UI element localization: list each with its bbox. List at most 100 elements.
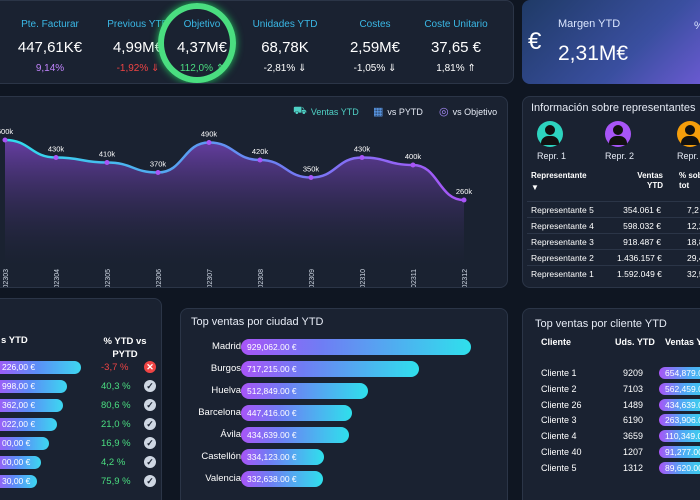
- data-point[interactable]: [257, 157, 263, 163]
- city-bar[interactable]: 334,123.00 €: [241, 449, 324, 465]
- table-row[interactable]: Representante 2 1.436.157 € 29,4: [527, 249, 700, 265]
- data-label: 420k: [252, 147, 269, 156]
- pct-value: 75,9 %: [101, 476, 131, 487]
- client-sales-bar: 434,639.00 €: [659, 398, 700, 411]
- pct-value: -3,7 %: [101, 362, 129, 373]
- data-label: 430k: [48, 145, 65, 154]
- avatar-icon[interactable]: [537, 121, 563, 147]
- col-header-sales[interactable]: s YTD: [1, 335, 28, 346]
- city-bar[interactable]: 929,062.00 €: [241, 339, 471, 355]
- col-header-pct[interactable]: % YTD vs PYTD: [103, 336, 147, 360]
- kpi-label: Objetivo: [183, 19, 221, 30]
- margin-value: 2,31M€: [558, 42, 629, 65]
- client-name[interactable]: Cliente 26: [541, 399, 582, 410]
- col-header-sales[interactable]: Ventas YTD: [637, 171, 663, 190]
- kpi-units-ytd[interactable]: Unidades YTD 68,78K -2,81% ⇓: [240, 1, 330, 74]
- data-label: 400k: [405, 152, 422, 161]
- data-point[interactable]: [461, 197, 467, 203]
- kpi-label: Previous YTD: [107, 19, 169, 30]
- check-icon: ✓: [144, 475, 156, 487]
- city-label: Barcelona: [198, 407, 241, 418]
- table-row[interactable]: Representante 5 354.061 € 7,2: [527, 201, 700, 217]
- client-name[interactable]: Cliente 5: [541, 462, 577, 473]
- city-bar[interactable]: 434,639.00 €: [241, 427, 349, 443]
- rep-name: Representante 2: [531, 253, 594, 263]
- table-row[interactable]: 00,00 € 16,9 % ✓: [0, 437, 161, 451]
- kpi-strip: Pte. Facturar 447,61K€ 9,14% Previous YT…: [0, 0, 514, 84]
- kpi-sub: 112,0% ⇑: [179, 63, 225, 74]
- table-row[interactable]: 362,00 € 80,6 % ✓: [0, 399, 161, 413]
- table-row[interactable]: 226,00 € -3,7 % ✕: [0, 361, 161, 375]
- city-label: Huelva: [211, 385, 241, 396]
- table-row[interactable]: 998,00 € 40,3 % ✓: [0, 380, 161, 394]
- rep-sales: 918.487 €: [623, 237, 661, 247]
- client-sales-panel: Top ventas por cliente YTD Cliente Uds. …: [522, 308, 700, 500]
- x-tick-label: 202307: [207, 269, 214, 288]
- city-bar[interactable]: 512,849.00 €: [241, 383, 368, 399]
- city-label: Madrid: [211, 341, 241, 352]
- avatar-label: Repr. 3: [677, 151, 700, 161]
- data-point[interactable]: [104, 160, 110, 165]
- col-header-units[interactable]: Uds. YTD: [615, 337, 655, 347]
- client-name[interactable]: Cliente 40: [541, 447, 582, 457]
- kpi-unit-cost[interactable]: Coste Unitario 37,65 € 1,81% ⇑: [411, 1, 501, 74]
- city-bar[interactable]: 717,215.00 €: [241, 361, 419, 377]
- data-point[interactable]: [359, 155, 365, 160]
- kpi-pending-billing[interactable]: Pte. Facturar 447,61K€ 9,14%: [5, 1, 95, 74]
- pct-value: 4,2 %: [101, 457, 126, 468]
- kpi-value: 68,78K: [261, 39, 309, 56]
- pct-value: 40,3 %: [101, 381, 131, 392]
- client-units: 1312: [623, 462, 644, 473]
- col-header-rep[interactable]: Representante: [531, 171, 587, 180]
- table-row[interactable]: 00,00 € 4,2 % ✓: [0, 456, 161, 470]
- client-name[interactable]: Cliente 3: [541, 415, 577, 426]
- rep-sales: 1.592.049 €: [617, 269, 662, 279]
- avatar-icon[interactable]: [677, 121, 700, 147]
- kpi-costs[interactable]: Costes 2,59M€ -1,05% ⇓: [330, 1, 420, 74]
- data-point[interactable]: [53, 155, 59, 160]
- target-icon: ◎: [439, 106, 449, 118]
- city-bar[interactable]: 447,416.00 €: [241, 405, 352, 421]
- rep-pct: 29,4: [687, 253, 700, 263]
- check-icon: ✓: [144, 380, 156, 392]
- x-tick-label: 202304: [54, 269, 61, 288]
- series-area: [5, 140, 464, 265]
- sales-bar: 226,00 €: [0, 361, 81, 374]
- data-point[interactable]: [410, 162, 416, 168]
- margin-card[interactable]: € Margen YTD 2,31M€ %: [522, 0, 700, 84]
- reps-title: Información sobre representantes: [531, 102, 696, 114]
- client-sales-bar: 654,879.00 €: [659, 367, 700, 379]
- sort-desc-icon[interactable]: ▼: [531, 183, 539, 192]
- client-units: 1207: [623, 447, 644, 457]
- table-row[interactable]: Representante 1 1.592.049 € 32,5: [527, 265, 700, 281]
- data-point[interactable]: [308, 175, 314, 180]
- legend-objetivo[interactable]: ◎ vs Objetivo: [439, 105, 497, 118]
- client-name[interactable]: Cliente 2: [541, 383, 577, 394]
- data-point[interactable]: [155, 170, 161, 175]
- kpi-objective[interactable]: Objetivo 4,37M€ 112,0% ⇑: [157, 1, 247, 74]
- rep-pct: 18,8: [687, 237, 700, 247]
- data-point[interactable]: [2, 137, 8, 143]
- client-name[interactable]: Cliente 4: [541, 431, 577, 442]
- table-row[interactable]: 30,00 € 75,9 % ✓: [0, 475, 161, 489]
- table-row[interactable]: 022,00 € 21,0 % ✓: [0, 418, 161, 432]
- x-tick-label: 202309: [309, 269, 316, 288]
- legend-objetivo-label: vs Objetivo: [452, 106, 498, 117]
- legend-ventas[interactable]: ⛟ Ventas YTD: [293, 105, 359, 119]
- kpi-previous-ytd[interactable]: Previous YTD 4,99M€ -1,92% ⇓: [93, 1, 183, 74]
- city-bar[interactable]: 332,638.00 €: [241, 471, 323, 487]
- table-row[interactable]: Representante 4 598.032 € 12,2: [527, 217, 700, 233]
- kpi-label: Coste Unitario: [424, 19, 488, 30]
- col-header-sales[interactable]: Ventas YTD: [665, 337, 700, 347]
- x-tick-label: 202312: [462, 269, 469, 288]
- avatar-icon[interactable]: [605, 121, 631, 147]
- table-row[interactable]: Representante 3 918.487 € 18,8: [527, 233, 700, 249]
- data-point[interactable]: [206, 140, 212, 145]
- col-header-client[interactable]: Cliente: [541, 337, 572, 347]
- kpi-label: Unidades YTD: [252, 19, 318, 30]
- rep-pct: 7,2: [687, 205, 699, 215]
- pct-value: 80,6 %: [101, 400, 131, 411]
- col-header-pct[interactable]: % sobre tot: [679, 171, 700, 190]
- legend-pytd[interactable]: ▦ vs PYTD: [373, 105, 423, 118]
- client-name[interactable]: Cliente 1: [541, 368, 577, 378]
